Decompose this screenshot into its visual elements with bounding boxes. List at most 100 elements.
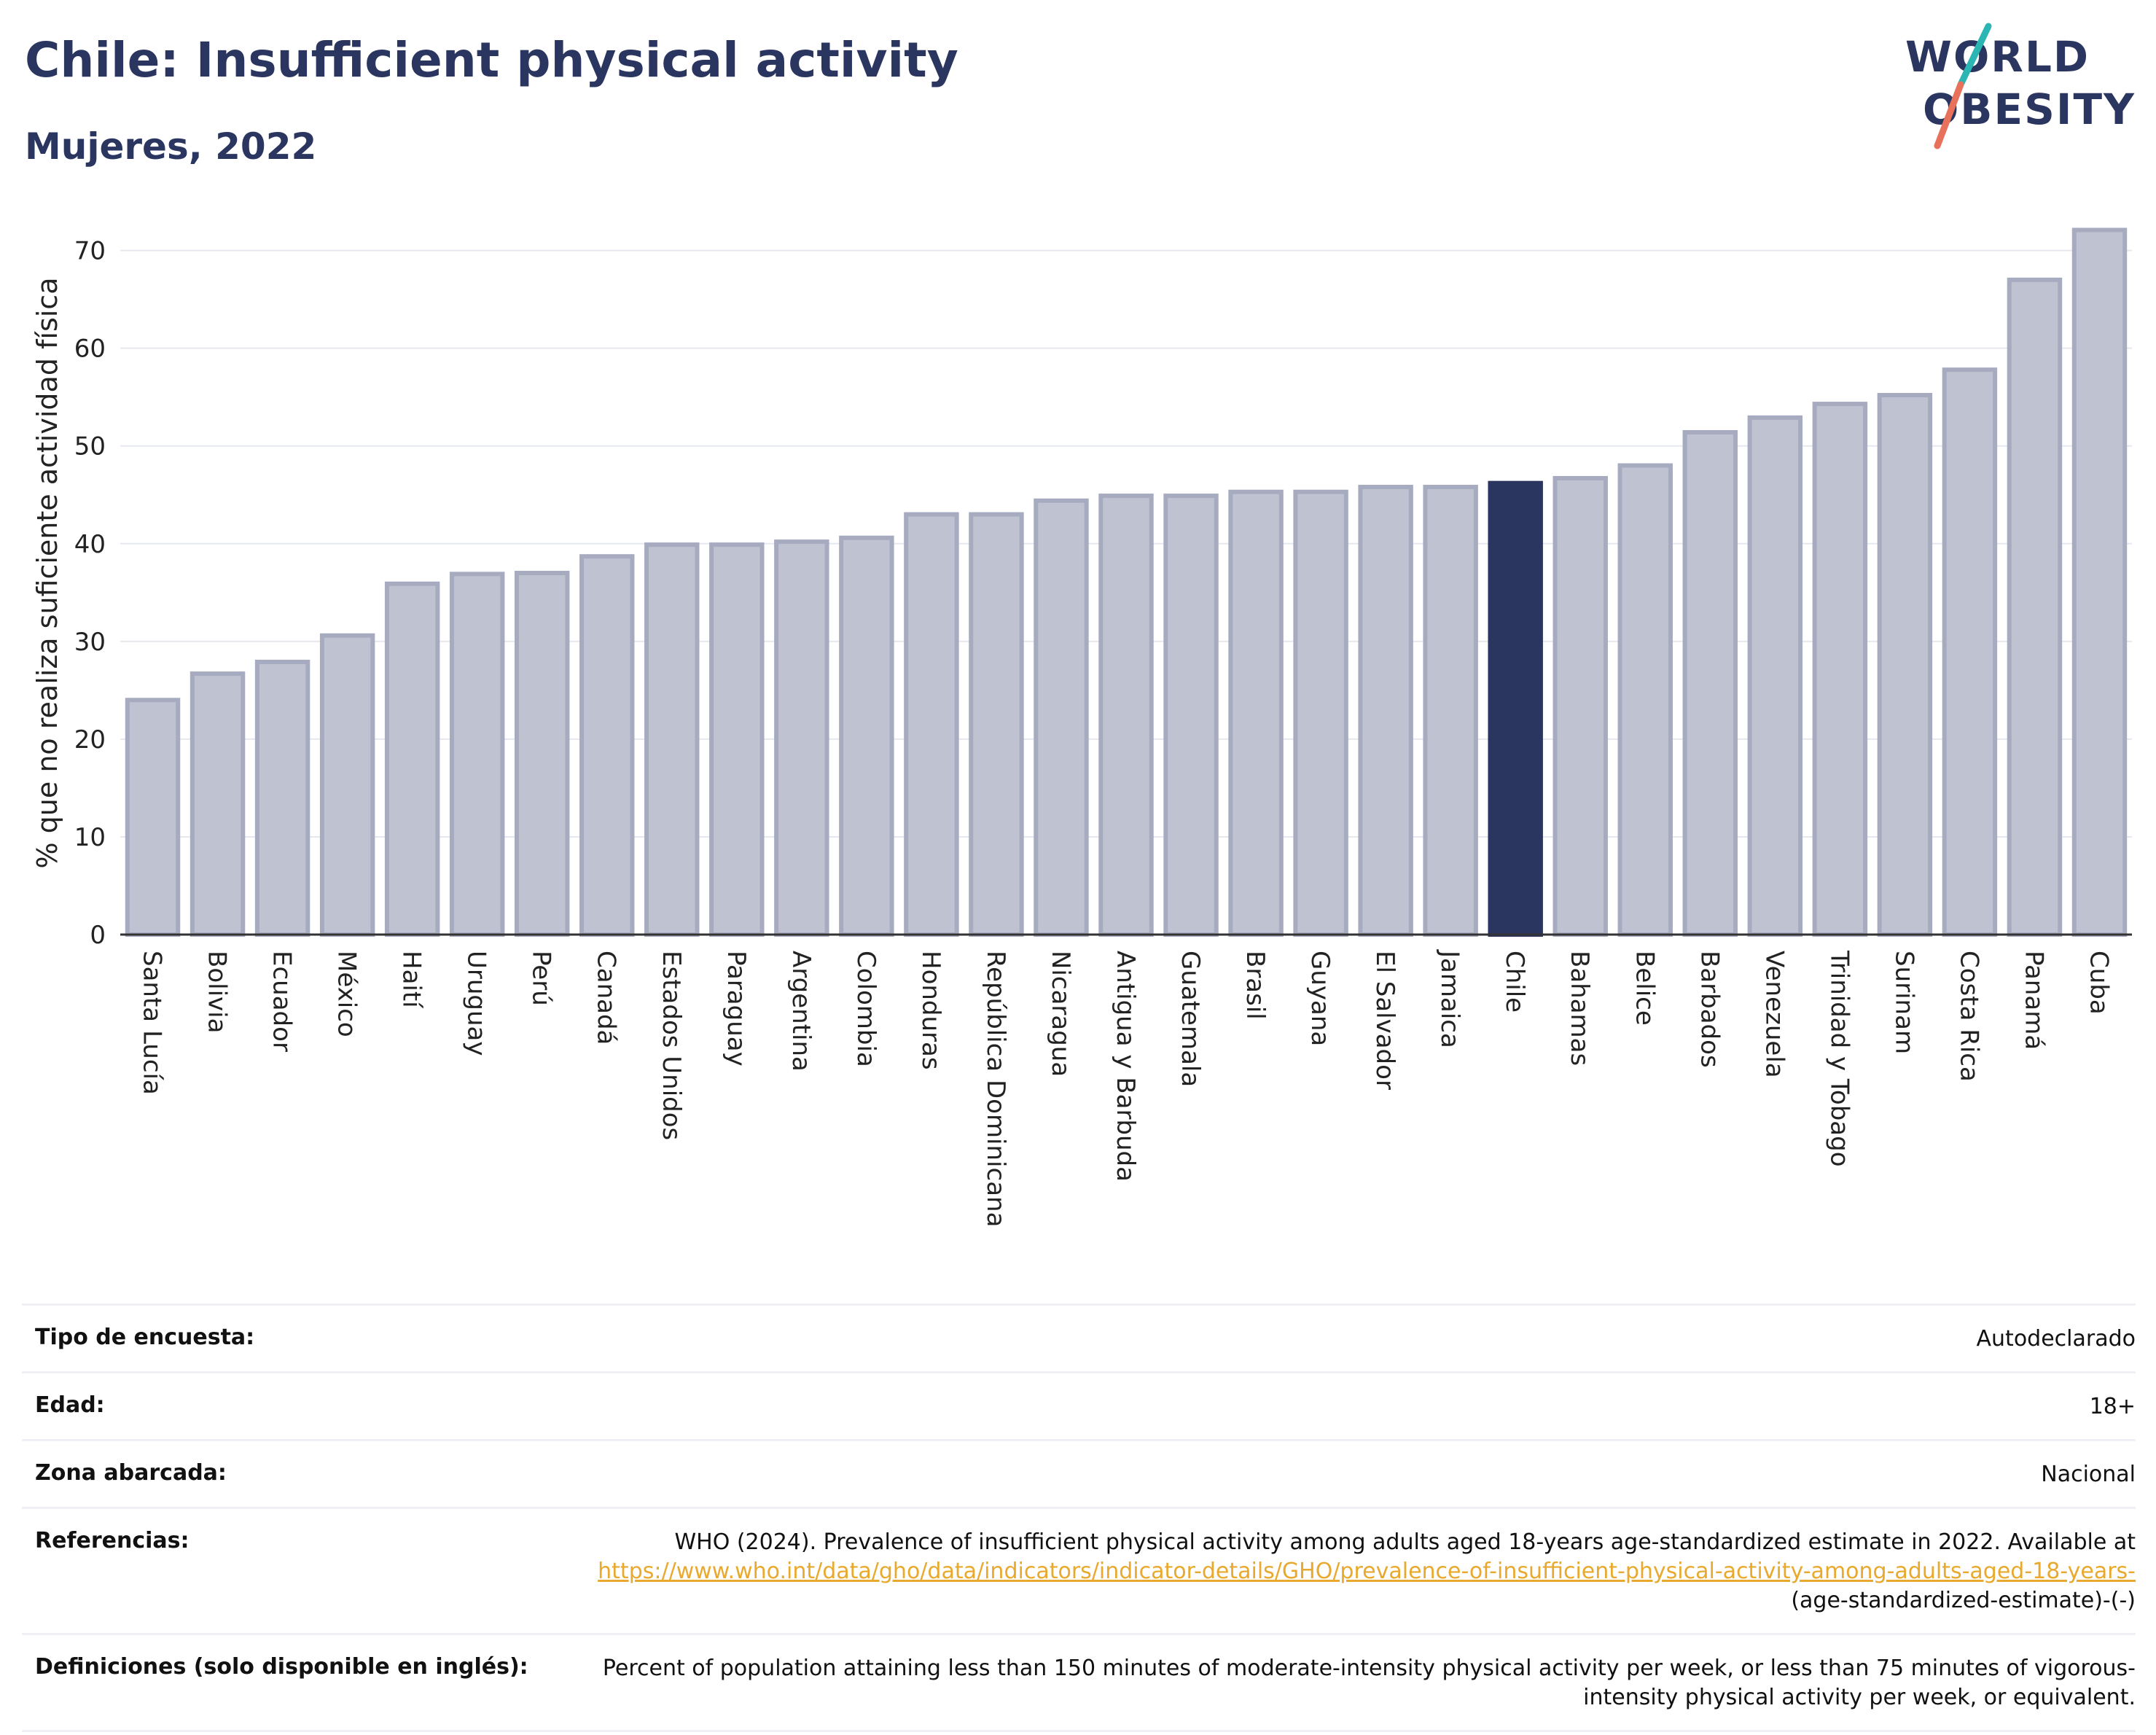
- x-tick-label: Costa Rica: [1954, 951, 1983, 1082]
- y-tick-label: 40: [74, 530, 106, 559]
- bars: [125, 227, 2128, 937]
- x-tick-label: Chile: [1500, 951, 1529, 1013]
- x-tick-label: Uruguay: [462, 951, 491, 1056]
- x-tick-label: Haití: [397, 951, 426, 1009]
- meta-key: Definiciones (solo disponible en inglés)…: [35, 1654, 528, 1680]
- bar: [1163, 494, 1219, 937]
- x-tick-label: Nicaragua: [1046, 951, 1075, 1077]
- bar: [1034, 498, 1089, 937]
- bar: [254, 659, 310, 937]
- meta-value: WHO (2024). Prevalence of insufficient p…: [569, 1528, 2136, 1615]
- y-tick-label: 10: [74, 823, 106, 852]
- metadata-table: Tipo de encuesta: Autodeclarado Edad: 18…: [22, 1303, 2136, 1732]
- x-tick-label: México: [332, 951, 362, 1037]
- bar: [1747, 415, 1803, 937]
- meta-row-age: Edad: 18+: [22, 1371, 2136, 1439]
- x-tick-label: Antigua y Barbuda: [1111, 951, 1140, 1182]
- x-tick-label: República Dominicana: [981, 951, 1010, 1227]
- reference-link[interactable]: https://www.who.int/data/gho/data/indica…: [598, 1559, 2136, 1584]
- x-tick-label: Surinam: [1889, 951, 1918, 1054]
- bar: [1228, 489, 1284, 937]
- x-tick-label: Belice: [1630, 951, 1659, 1026]
- x-tick-label: Ecuador: [267, 951, 297, 1052]
- x-tick-label: El Salvador: [1370, 951, 1399, 1090]
- y-axis-label: % que no realiza suficiente actividad fí…: [31, 278, 63, 869]
- bar: [2071, 227, 2128, 937]
- bar-highlight: [1488, 480, 1543, 937]
- meta-key: Referencias:: [35, 1528, 190, 1553]
- x-tick-label: Canadá: [592, 951, 621, 1045]
- y-axis-ticks: 0 10 20 30 40 50 60 70: [74, 237, 106, 950]
- x-tick-label: Honduras: [916, 951, 945, 1070]
- bar: [1682, 429, 1738, 937]
- x-tick-label: Santa Lucía: [138, 951, 167, 1095]
- x-tick-label: Paraguay: [722, 951, 751, 1067]
- y-tick-label: 60: [74, 335, 106, 364]
- bar: [1293, 489, 1348, 937]
- meta-key: Tipo de encuesta:: [35, 1325, 255, 1350]
- bar: [449, 572, 505, 937]
- page-title: Chile: Insufficient physical activity: [25, 32, 958, 88]
- reference-text: WHO (2024). Prevalence of insufficient p…: [674, 1529, 2136, 1555]
- x-tick-label: Perú: [527, 951, 556, 1006]
- bar: [1098, 494, 1154, 937]
- bar: [839, 535, 894, 937]
- meta-value: 18+: [2089, 1394, 2136, 1419]
- meta-value: Autodeclarado: [1976, 1326, 2136, 1352]
- x-tick-label: Trinidad y Tobago: [1824, 950, 1854, 1167]
- bar: [904, 512, 959, 937]
- y-tick-label: 20: [74, 725, 106, 755]
- meta-row-coverage: Zona abarcada: Nacional: [22, 1439, 2136, 1507]
- bar: [1617, 463, 1673, 937]
- y-tick-label: 30: [74, 628, 106, 657]
- meta-row-references: Referencias: WHO (2024). Prevalence of i…: [22, 1507, 2136, 1633]
- bar: [644, 542, 700, 937]
- x-tick-label: Bahamas: [1565, 951, 1594, 1066]
- bar: [1358, 485, 1413, 937]
- meta-row-definitions: Definiciones (solo disponible en inglés)…: [22, 1633, 2136, 1732]
- bar: [1877, 393, 1933, 937]
- bar: [190, 671, 246, 937]
- bar: [384, 581, 440, 937]
- bar: [125, 698, 181, 937]
- meta-key: Zona abarcada:: [35, 1460, 227, 1486]
- x-tick-label: Jamaica: [1435, 949, 1464, 1048]
- meta-row-survey-type: Tipo de encuesta: Autodeclarado: [22, 1303, 2136, 1371]
- bar: [1812, 402, 1868, 937]
- bar-chart: 0 10 20 30 40 50 60 70 Santa Lucía Bolivia Ecuado…: [31, 227, 2132, 1227]
- bar: [1423, 485, 1478, 937]
- meta-value: Percent of population attaining less tha…: [602, 1656, 2136, 1710]
- y-tick-label: 0: [90, 921, 106, 950]
- x-tick-label: Estados Unidos: [657, 951, 686, 1140]
- meta-value: Nacional: [2041, 1462, 2136, 1487]
- x-tick-label: Guatemala: [1176, 951, 1205, 1087]
- bar: [774, 539, 829, 937]
- bar: [1942, 367, 1998, 937]
- logo-line-1: WORLD: [1905, 32, 2090, 82]
- y-tick-label: 70: [74, 237, 106, 266]
- logo-slash-teal: [1957, 23, 1992, 88]
- page-subtitle: Mujeres, 2022: [25, 125, 317, 168]
- x-tick-label: Bolivia: [203, 951, 232, 1033]
- x-tick-label: Venezuela: [1759, 951, 1789, 1078]
- reference-suffix: (age-standardized-estimate)-(-): [1791, 1588, 2136, 1613]
- x-tick-label: Argentina: [786, 951, 816, 1072]
- bar: [1552, 475, 1608, 937]
- x-tick-label: Cuba: [2084, 951, 2113, 1015]
- bar: [579, 554, 635, 937]
- bar: [709, 542, 765, 937]
- y-tick-label: 50: [74, 432, 106, 461]
- logo-slash-coral: [1934, 81, 1964, 149]
- x-tick-label: Colombia: [851, 951, 880, 1067]
- x-axis-ticks: Santa Lucía Bolivia Ecuador México Haití Urug…: [138, 949, 2114, 1227]
- bar: [969, 512, 1024, 937]
- x-tick-label: Barbados: [1695, 951, 1724, 1068]
- x-tick-label: Brasil: [1241, 951, 1270, 1020]
- bar: [2007, 277, 2063, 937]
- meta-key: Edad:: [35, 1392, 105, 1418]
- x-tick-label: Guyana: [1305, 951, 1335, 1046]
- bar: [514, 571, 570, 937]
- bar: [319, 633, 375, 937]
- x-tick-label: Panamá: [2019, 951, 2048, 1050]
- world-obesity-logo: WORLD OBESITY: [1905, 23, 2134, 149]
